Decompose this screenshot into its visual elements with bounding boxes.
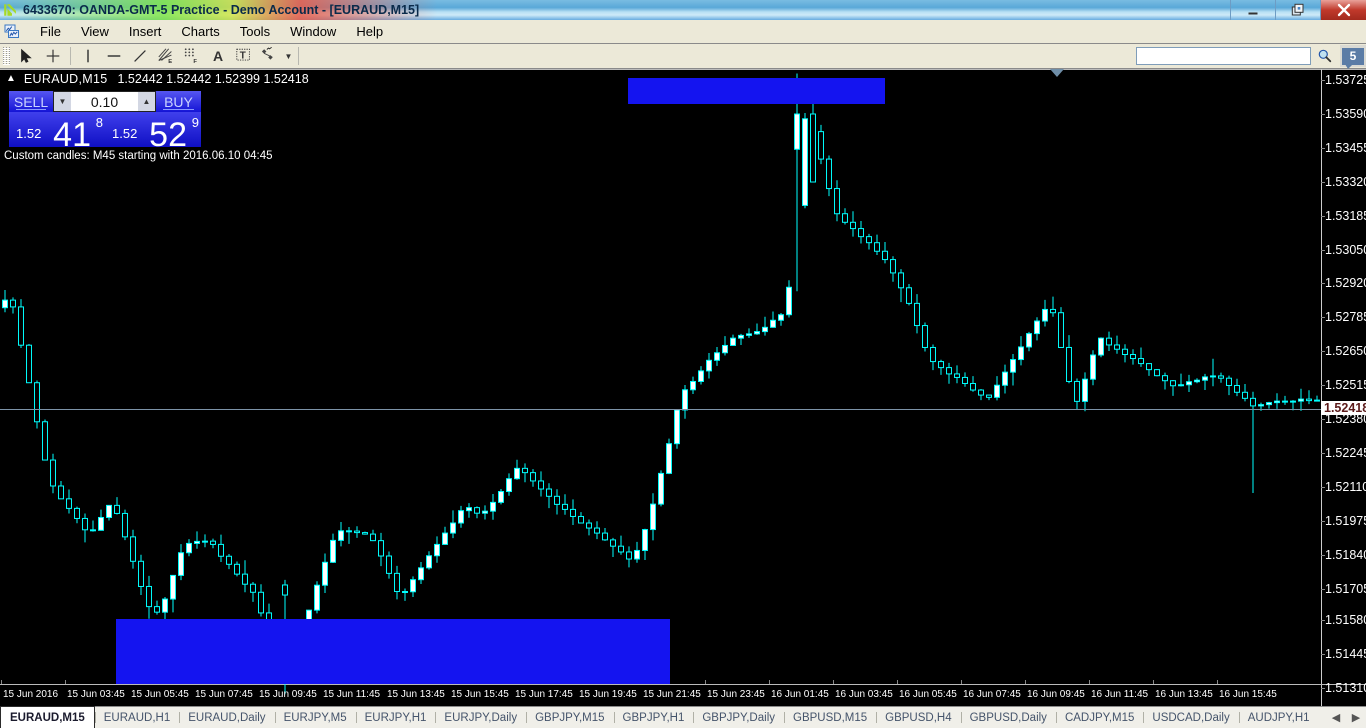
svg-text:T: T	[240, 51, 246, 62]
svg-text:E: E	[168, 59, 172, 65]
svg-text:F: F	[193, 59, 197, 65]
